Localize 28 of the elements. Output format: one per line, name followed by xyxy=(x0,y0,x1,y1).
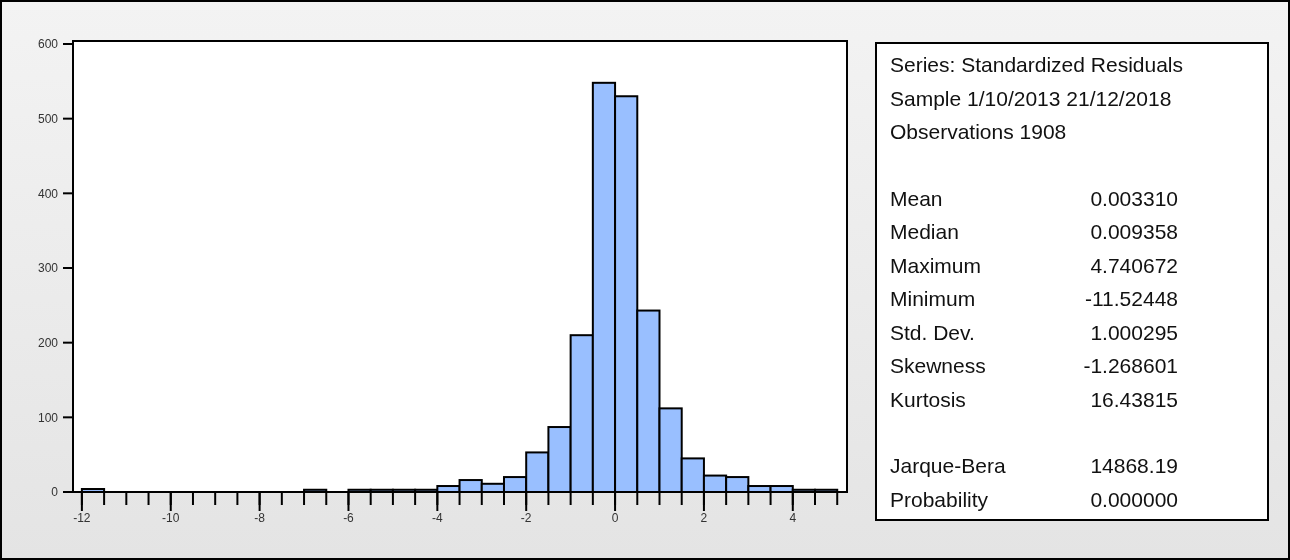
text: Jarque-Bera 14868.19 xyxy=(890,454,1178,477)
y-tick-label: 200 xyxy=(37,335,59,350)
x-tick-label: -12 xyxy=(73,511,91,525)
x-tick-label: -2 xyxy=(520,511,532,525)
text: Sample 1/10/2013 21/12/2018 xyxy=(890,86,1172,110)
text: Std. Dev. 1.000295 xyxy=(890,320,1178,344)
x-tick-label: -6 xyxy=(343,511,355,525)
x-tick-label: 2 xyxy=(700,511,708,525)
text: Median 0.009358 xyxy=(890,220,1178,243)
text: Skewness -1.268601 xyxy=(890,354,1178,377)
text: Observations 1908 xyxy=(890,120,1067,143)
x-tick-label: -10 xyxy=(162,511,180,525)
text: Mean 0.003310 xyxy=(890,186,1178,210)
y-tick-label: 100 xyxy=(37,410,59,425)
y-tick-label: 400 xyxy=(37,186,59,201)
text: Series: Standardized Residuals xyxy=(890,53,1183,76)
text: Maximum 4.740672 xyxy=(890,253,1178,277)
text: Probability 0.000000 xyxy=(890,487,1178,511)
x-tick-label: -8 xyxy=(254,511,266,525)
x-tick-label: -4 xyxy=(432,511,443,525)
y-tick-label: 600 xyxy=(37,37,59,52)
x-tick-label: 0 xyxy=(611,511,619,525)
text: Kurtosis 16.43815 xyxy=(890,387,1178,411)
x-tick-label: 4 xyxy=(789,511,797,525)
text: Minimum -11.52448 xyxy=(890,287,1178,310)
y-tick-label: 300 xyxy=(37,261,59,276)
y-tick-label: 500 xyxy=(37,111,59,126)
y-tick-label: 0 xyxy=(51,485,59,500)
